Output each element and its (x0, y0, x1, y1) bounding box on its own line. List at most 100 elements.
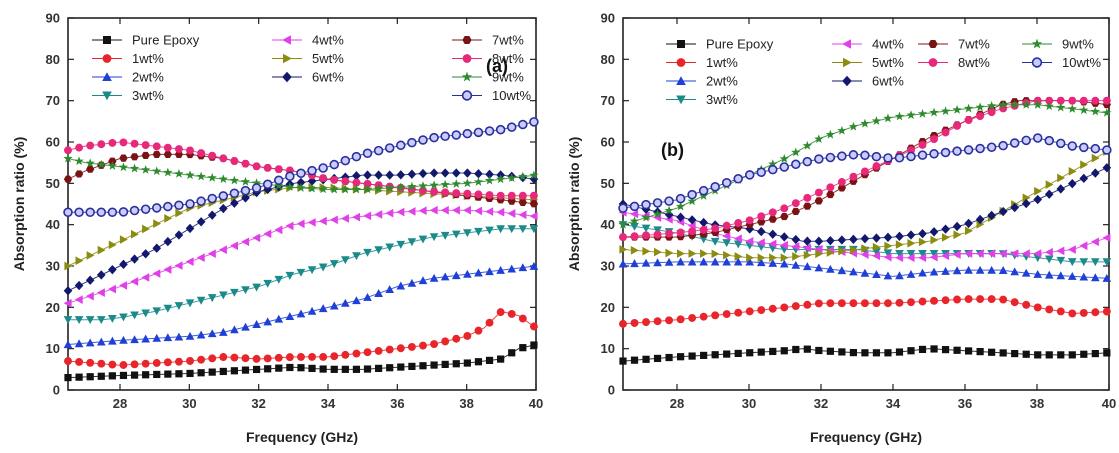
x-tick-label: 28 (113, 396, 127, 411)
data-point (688, 227, 697, 236)
data-point (152, 142, 161, 151)
data-point (407, 169, 417, 179)
data-point (653, 247, 662, 257)
data-point (396, 140, 406, 151)
data-point (883, 252, 892, 262)
data-point (676, 315, 685, 324)
data-point (118, 162, 129, 172)
data-point (769, 347, 777, 356)
data-point (642, 355, 650, 363)
data-point (107, 161, 117, 170)
data-point (791, 234, 801, 245)
data-point (452, 189, 461, 198)
data-point (976, 295, 985, 304)
data-point (352, 212, 361, 222)
data-point (163, 143, 172, 152)
data-point (630, 232, 639, 241)
data-point (1022, 350, 1030, 358)
data-point (174, 230, 184, 240)
data-point (711, 351, 719, 359)
y-tick-label: 20 (601, 300, 615, 315)
data-point (108, 284, 116, 294)
data-point (163, 333, 173, 342)
data-point (664, 257, 674, 266)
data-point (826, 299, 835, 308)
data-point (964, 265, 973, 274)
data-point (163, 358, 172, 367)
data-point (64, 146, 72, 155)
data-point (108, 336, 117, 345)
x-tick-label: 38 (459, 396, 473, 411)
data-point (252, 320, 261, 328)
data-point (318, 304, 328, 313)
data-point (1045, 351, 1053, 359)
data-point (274, 225, 283, 235)
data-point (964, 249, 973, 258)
data-point (849, 267, 858, 276)
data-point (1056, 271, 1066, 280)
data-point (174, 357, 183, 366)
data-point (430, 340, 439, 348)
data-point (769, 253, 778, 263)
data-point (791, 199, 800, 208)
data-point (757, 253, 766, 263)
data-point (1057, 173, 1066, 183)
data-point (791, 207, 800, 216)
data-point (642, 246, 651, 256)
data-point (396, 240, 406, 249)
data-point (330, 365, 338, 373)
data-point (1010, 298, 1019, 307)
data-point (529, 322, 538, 331)
y-tick-label: 70 (46, 93, 60, 108)
data-point (296, 219, 305, 229)
data-point (895, 298, 904, 307)
data-point (519, 344, 527, 352)
data-point (429, 205, 438, 215)
data-point (710, 237, 720, 246)
data-point (652, 198, 663, 208)
data-point (872, 233, 881, 243)
data-point (918, 141, 927, 149)
data-point (74, 207, 84, 218)
data-point (119, 259, 128, 270)
data-point (1102, 258, 1112, 267)
data-point (529, 117, 539, 127)
data-point (74, 280, 84, 291)
data-point (529, 211, 538, 221)
data-point (307, 183, 317, 193)
data-point (441, 360, 449, 369)
y-tick-label: 40 (601, 217, 615, 232)
data-point (419, 341, 427, 350)
data-point (756, 167, 766, 178)
legend-label: 4wt% (312, 33, 344, 48)
panel-label: (a) (486, 56, 508, 76)
data-point (1079, 308, 1088, 317)
data-point (907, 347, 915, 355)
data-point (429, 273, 439, 282)
data-point (274, 165, 283, 174)
data-point (745, 216, 754, 225)
data-point (140, 204, 151, 214)
data-point (451, 179, 461, 188)
y-tick-label: 0 (53, 383, 60, 398)
data-point (230, 367, 238, 375)
data-point (722, 310, 731, 318)
data-point (825, 129, 835, 139)
series-4wt- (618, 207, 1111, 263)
data-point (441, 337, 450, 346)
data-point (97, 359, 106, 368)
data-point (251, 178, 262, 188)
data-point (664, 196, 674, 206)
data-point (363, 248, 372, 257)
data-point (275, 364, 283, 372)
data-point (86, 358, 95, 367)
data-point (1010, 202, 1019, 213)
data-point (484, 126, 495, 136)
data-point (230, 353, 239, 362)
data-point (286, 363, 294, 372)
data-point (207, 329, 217, 338)
data-point (687, 189, 697, 200)
legend-label: 4wt% (872, 37, 904, 52)
data-point (108, 314, 117, 323)
data-point (768, 215, 777, 223)
